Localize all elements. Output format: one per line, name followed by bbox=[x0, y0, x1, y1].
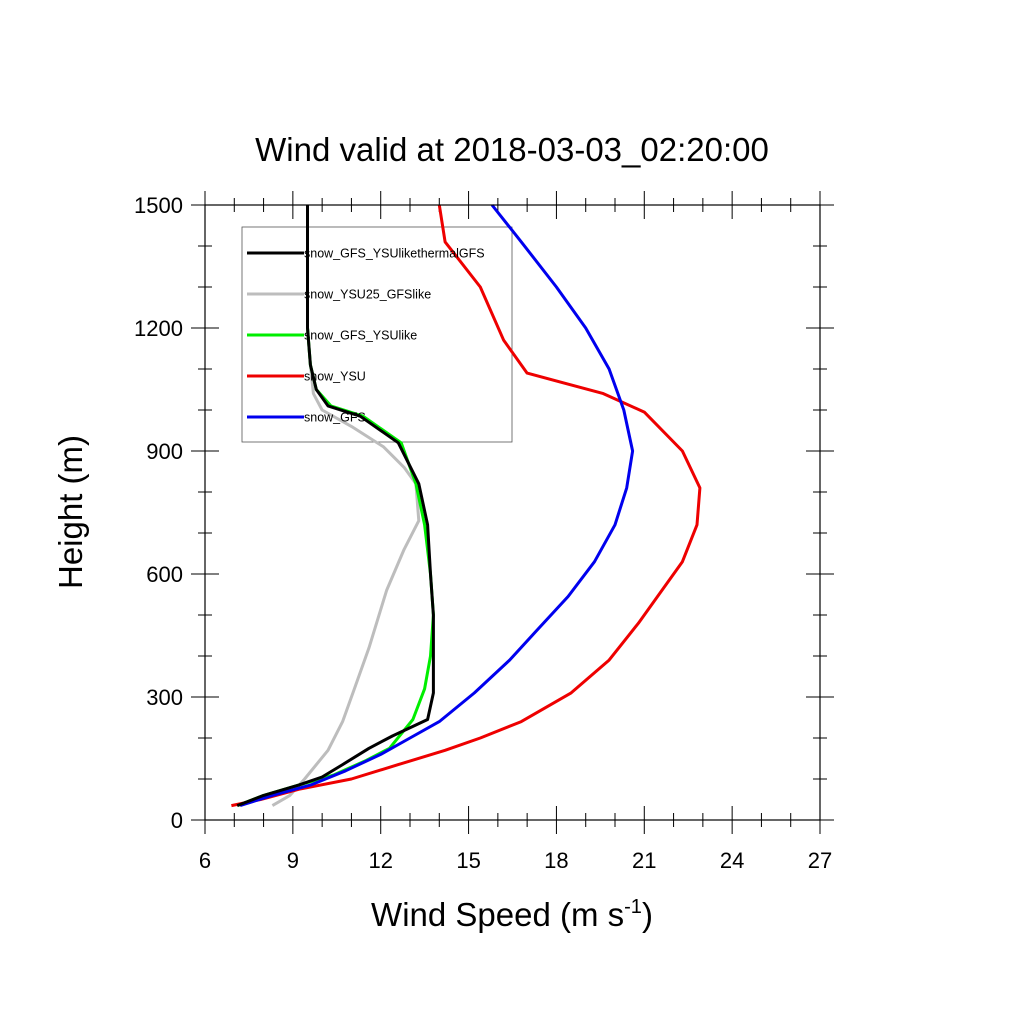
y-tick-label: 1200 bbox=[134, 316, 183, 341]
x-axis-label: Wind Speed (m s-1) bbox=[371, 896, 653, 933]
x-tick-label: 21 bbox=[632, 848, 656, 873]
y-tick-label: 1500 bbox=[134, 193, 183, 218]
y-tick-label: 900 bbox=[146, 439, 183, 464]
legend-label: snow_GFS_YSUlikethermalGFS bbox=[304, 247, 485, 261]
x-axis-label-suffix: ) bbox=[642, 896, 653, 933]
y-axis-label: Height (m) bbox=[52, 435, 89, 589]
x-tick-label: 6 bbox=[199, 848, 211, 873]
x-tick-label: 9 bbox=[287, 848, 299, 873]
series-line-snow_GFS_YSUlikethermalGFS bbox=[236, 205, 435, 807]
x-axis-label-main: Wind Speed (m s bbox=[371, 896, 624, 933]
x-tick-label: 27 bbox=[808, 848, 832, 873]
legend-entries: snow_GFS_YSUlikethermalGFS snow_YSU25_GFS… bbox=[247, 247, 485, 425]
legend-label: snow_GFS_YSUlike bbox=[304, 329, 417, 343]
y-tick-label: 300 bbox=[146, 685, 183, 710]
x-tick-label: 18 bbox=[544, 848, 568, 873]
x-tick-label: 15 bbox=[456, 848, 480, 873]
x-axis-label-superscript: -1 bbox=[624, 896, 642, 918]
x-tick-label: 24 bbox=[720, 848, 744, 873]
tick-labels: 6 9 12 15 18 21 24 27 0 300 600 900 1200 1500 bbox=[134, 193, 832, 873]
plot-frame bbox=[204, 204, 821, 821]
y-tick-label: 0 bbox=[171, 808, 183, 833]
series-line-snow_GFS bbox=[239, 204, 635, 808]
tick-marks bbox=[191, 191, 834, 834]
legend-label: snow_YSU bbox=[304, 370, 366, 384]
chart-title: Wind valid at 2018-03-03_02:20:00 bbox=[255, 131, 769, 168]
x-tick-label: 12 bbox=[368, 848, 392, 873]
legend-label: snow_YSU25_GFSlike bbox=[304, 288, 431, 302]
series-line-snow_YSU bbox=[231, 204, 702, 808]
y-tick-label: 600 bbox=[146, 562, 183, 587]
series-lines bbox=[231, 204, 702, 808]
legend-label: snow_GFS bbox=[304, 411, 366, 425]
